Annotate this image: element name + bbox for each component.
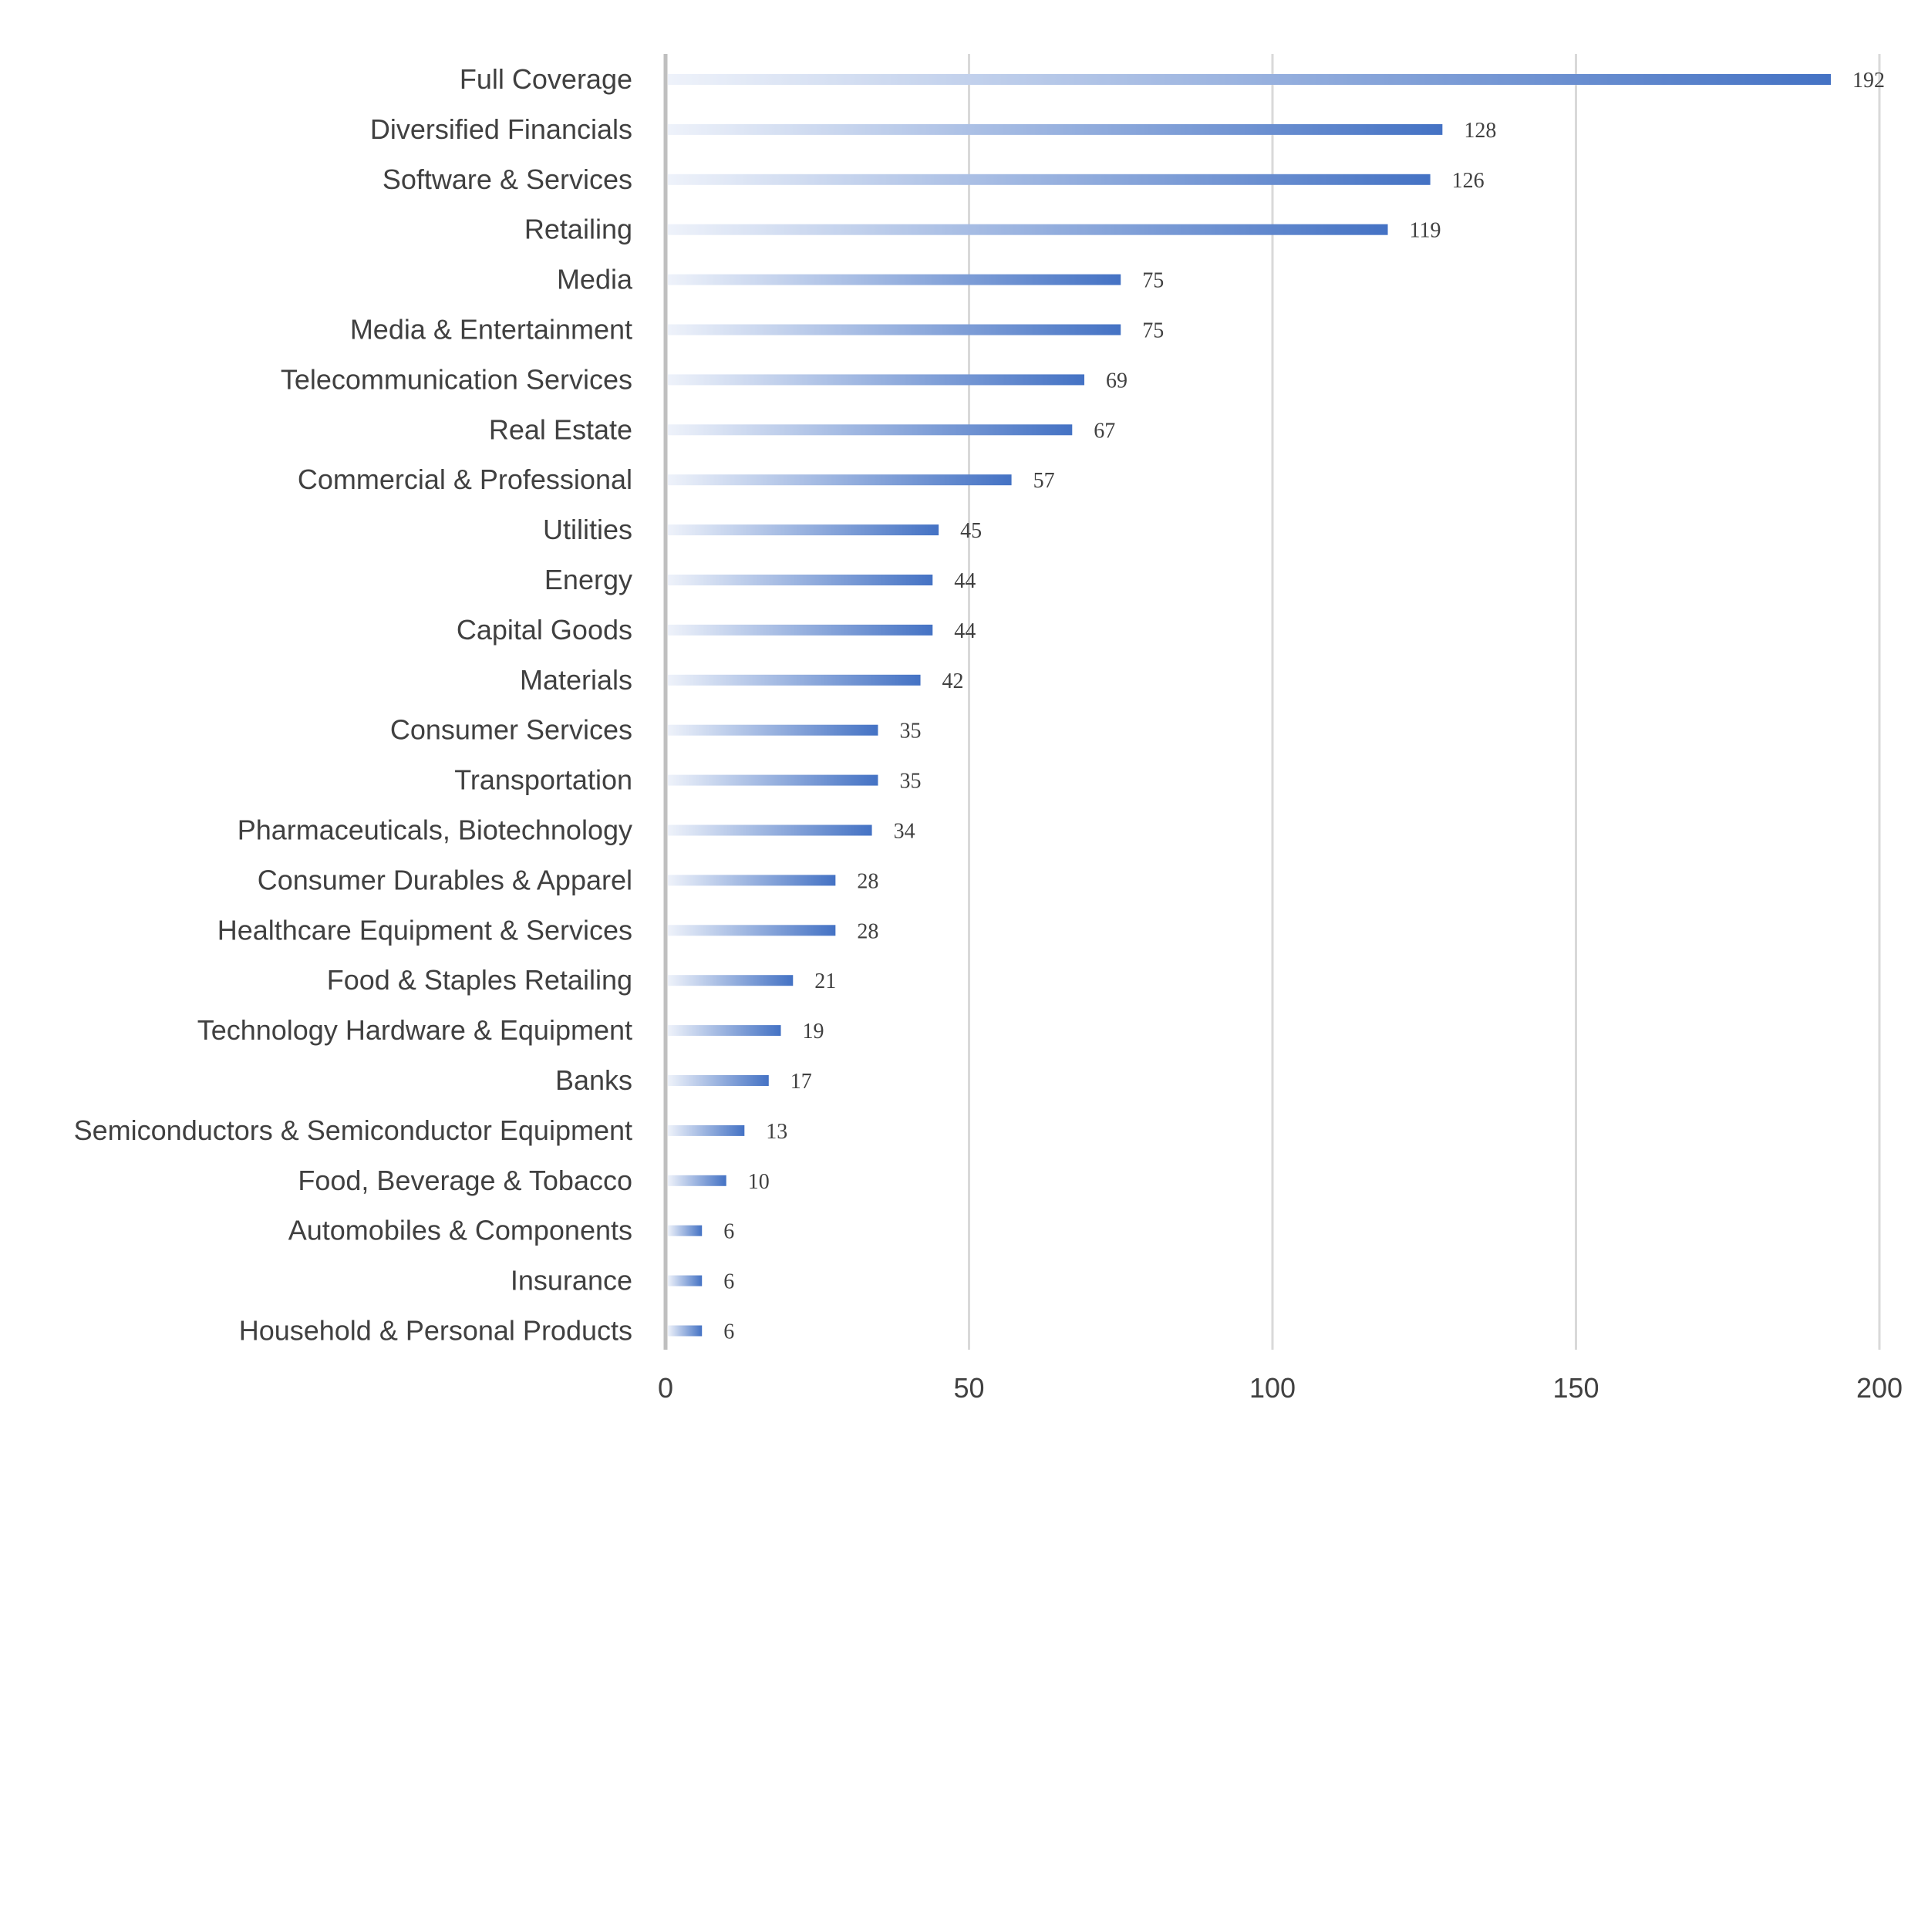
- bar-21: [668, 1124, 745, 1136]
- data-labels: 192 128 126 119 75 75 69 67 57 45 44 44 42 35 35 34 28 28…: [723, 69, 1885, 1344]
- bar-13: [668, 724, 878, 736]
- x-tick-label-50: 50: [953, 1372, 984, 1404]
- category-label-9: Utilities: [543, 514, 632, 545]
- data-label-5: 75: [1142, 319, 1164, 343]
- bar-15: [668, 824, 872, 836]
- data-label-1: 128: [1464, 119, 1496, 143]
- category-label-17: Healthcare Equipment & Services: [217, 914, 632, 946]
- category-label-20: Banks: [555, 1064, 632, 1096]
- data-label-16: 28: [857, 869, 878, 893]
- data-label-18: 21: [814, 969, 836, 993]
- bar-4: [668, 274, 1121, 285]
- category-label-18: Food & Staples Retailing: [327, 964, 632, 996]
- data-label-6: 69: [1106, 369, 1127, 393]
- bar-16: [668, 875, 836, 886]
- data-label-13: 35: [899, 720, 921, 743]
- bar-18: [668, 975, 794, 986]
- data-label-11: 44: [954, 619, 976, 643]
- data-label-4: 75: [1142, 269, 1164, 293]
- bar-23: [668, 1225, 703, 1236]
- category-label-15: Pharmaceuticals, Biotechnology: [238, 814, 632, 846]
- data-label-0: 192: [1852, 69, 1885, 93]
- bar-1: [668, 123, 1443, 135]
- bar-19: [668, 1025, 781, 1037]
- bar-22: [668, 1175, 726, 1186]
- x-tick-label-150: 150: [1552, 1372, 1599, 1404]
- category-label-7: Real Estate: [489, 413, 632, 445]
- category-label-5: Media & Entertainment: [350, 314, 632, 346]
- bar-14: [668, 774, 878, 786]
- bar-5: [668, 324, 1121, 335]
- category-label-21: Semiconductors & Semiconductor Equipment: [74, 1114, 632, 1146]
- category-labels: Full Coverage Diversified Financials Softw…: [74, 63, 633, 1347]
- bar-8: [668, 474, 1012, 486]
- data-label-3: 119: [1410, 219, 1441, 243]
- bar-2: [668, 174, 1431, 185]
- bar-10: [668, 575, 933, 585]
- category-label-6: Telecommunication Services: [281, 363, 632, 395]
- bars: [668, 74, 1832, 1337]
- category-label-12: Materials: [520, 664, 632, 696]
- gridlines: [968, 54, 1881, 1350]
- x-axis-ticks: 0 50 100 150 200: [658, 1372, 1903, 1404]
- x-tick-label-0: 0: [658, 1372, 673, 1404]
- bar-17: [668, 925, 836, 936]
- category-label-16: Consumer Durables & Apparel: [258, 864, 632, 895]
- data-label-14: 35: [899, 770, 921, 794]
- data-label-20: 17: [790, 1070, 812, 1094]
- bar-11: [668, 624, 933, 636]
- category-label-3: Retailing: [524, 214, 632, 245]
- data-label-23: 6: [723, 1220, 734, 1244]
- category-label-10: Energy: [544, 564, 632, 595]
- category-label-23: Automobiles & Components: [288, 1215, 632, 1246]
- bar-7: [668, 424, 1073, 436]
- data-label-15: 34: [894, 820, 915, 844]
- category-label-22: Food, Beverage & Tobacco: [298, 1165, 632, 1196]
- category-label-13: Consumer Services: [390, 714, 632, 746]
- data-label-2: 126: [1452, 169, 1485, 193]
- data-label-8: 57: [1033, 469, 1055, 493]
- data-label-12: 42: [942, 669, 964, 693]
- category-label-0: Full Coverage: [460, 63, 632, 95]
- data-label-21: 13: [766, 1120, 787, 1144]
- bar-6: [668, 374, 1085, 386]
- data-label-22: 10: [748, 1170, 770, 1194]
- category-label-19: Technology Hardware & Equipment: [197, 1014, 632, 1046]
- data-label-25: 6: [723, 1320, 734, 1344]
- category-label-11: Capital Goods: [457, 614, 632, 646]
- bar-0: [668, 74, 1832, 85]
- data-label-9: 45: [960, 519, 982, 543]
- data-label-17: 28: [857, 919, 878, 943]
- x-tick-label-100: 100: [1249, 1372, 1296, 1404]
- data-label-19: 19: [803, 1020, 824, 1044]
- data-label-10: 44: [954, 569, 976, 593]
- category-label-8: Commercial & Professional: [298, 464, 632, 495]
- category-label-14: Transportation: [454, 764, 632, 796]
- data-label-24: 6: [723, 1270, 734, 1294]
- bar-12: [668, 674, 921, 686]
- category-label-1: Diversified Financials: [370, 113, 632, 145]
- category-label-25: Household & Personal Products: [239, 1315, 632, 1347]
- bar-20: [668, 1075, 769, 1086]
- data-label-7: 67: [1094, 419, 1115, 443]
- bar-25: [668, 1325, 703, 1337]
- category-label-2: Software & Services: [383, 164, 632, 195]
- bar-3: [668, 224, 1388, 235]
- bar-9: [668, 524, 939, 536]
- category-label-4: Media: [557, 264, 633, 295]
- x-tick-label-200: 200: [1856, 1372, 1903, 1404]
- bar-24: [668, 1275, 703, 1286]
- category-label-24: Insurance: [511, 1265, 632, 1296]
